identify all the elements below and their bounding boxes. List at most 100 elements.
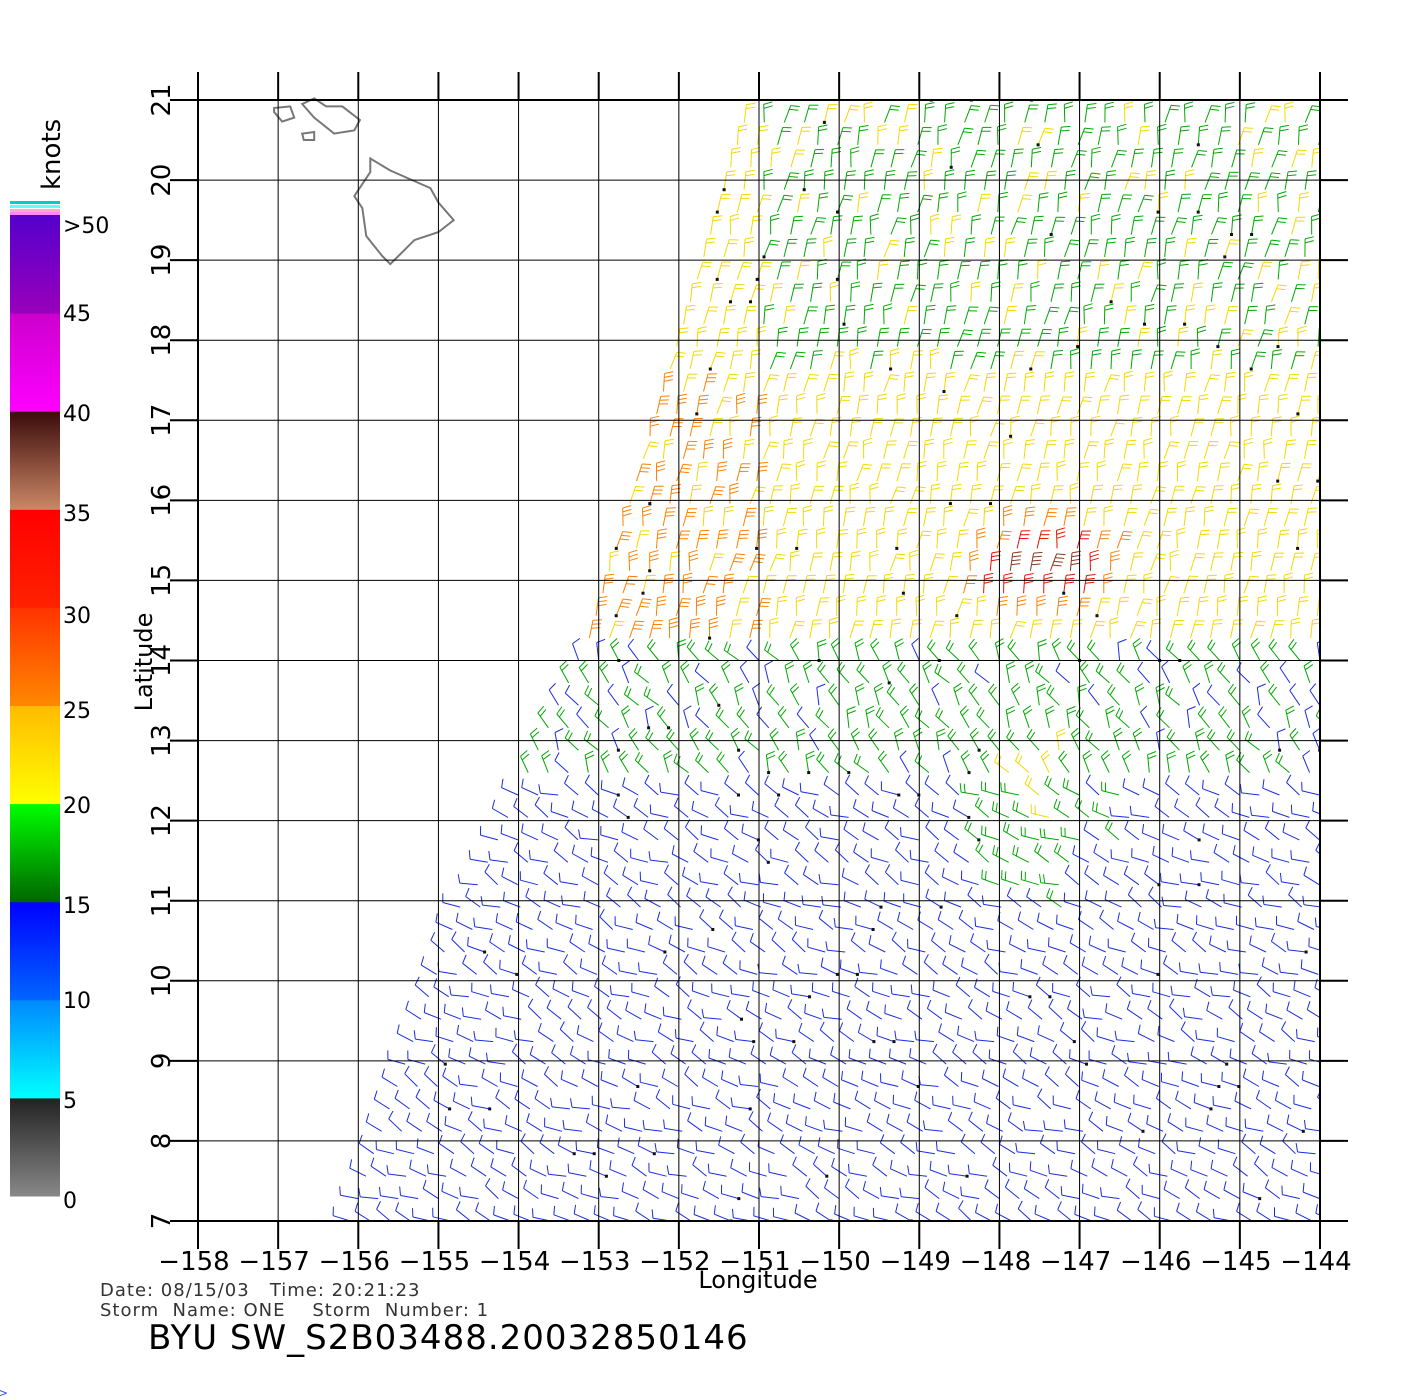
wind-barb	[960, 1133, 976, 1155]
wind-barb	[1345, 173, 1360, 190]
wind-barb	[379, 1186, 399, 1200]
wind-barb	[485, 1001, 502, 1020]
wind-barb	[1244, 238, 1258, 258]
wind-barb	[1142, 778, 1160, 796]
wind-barb	[853, 1206, 872, 1221]
wind-barb	[769, 351, 786, 370]
wind-barb	[936, 327, 950, 347]
wind-barb	[1023, 371, 1035, 392]
wind-barb	[1016, 395, 1031, 415]
wind-barb	[950, 214, 962, 235]
wind-barb	[539, 1134, 555, 1155]
wind-barb	[1083, 821, 1100, 841]
wind-barb	[682, 440, 698, 459]
wind-barb	[521, 823, 539, 841]
wind-barb	[669, 418, 684, 437]
wind-barb	[1089, 549, 1099, 571]
wind-barb	[1089, 620, 1106, 639]
wind-barb	[1003, 437, 1013, 459]
wind-barb	[580, 1184, 599, 1200]
wind-barb	[621, 1182, 639, 1200]
wind-barb	[627, 1049, 646, 1065]
wind-barb	[1183, 821, 1201, 842]
wind-barb	[648, 550, 659, 573]
wind-barb	[866, 1113, 883, 1132]
wind-barb	[976, 706, 990, 729]
wind-barb	[485, 1177, 499, 1199]
wind-barb	[990, 351, 1006, 370]
wind-barb	[863, 236, 875, 257]
wind-barb	[1036, 127, 1054, 147]
wind-barb	[776, 463, 792, 482]
wind-barb	[803, 306, 818, 325]
wind-barb	[1050, 415, 1061, 437]
wind-barb	[1259, 60, 1274, 77]
wind-barb	[882, 572, 894, 594]
wind-barb	[1243, 821, 1260, 841]
wind-barb	[943, 305, 957, 325]
wind-barb	[748, 1162, 767, 1177]
wind-barb	[1044, 1066, 1059, 1087]
wind-barb	[1239, 873, 1260, 886]
wind-barb	[649, 415, 660, 437]
wind-barb	[1196, 596, 1209, 616]
wind-barb	[1191, 100, 1193, 101]
wind-barb	[774, 797, 789, 818]
wind-barb	[696, 261, 712, 280]
wind-barb	[876, 527, 886, 549]
wind-barb	[769, 617, 779, 639]
wind-barb	[1249, 935, 1267, 953]
wind-barb	[1187, 639, 1201, 661]
wind-barb	[478, 1134, 495, 1155]
wind-barb	[795, 594, 806, 616]
wind-barb	[405, 1000, 422, 1020]
wind-barb	[924, 1179, 940, 1199]
wind-barb	[1284, 1066, 1300, 1087]
wind-barb	[957, 1025, 975, 1043]
wind-barb	[370, 1157, 387, 1177]
wind-barb	[1276, 594, 1287, 616]
wind-barb	[791, 1044, 807, 1065]
wind-barb	[707, 1163, 727, 1177]
wind-barb	[721, 660, 731, 684]
wind-barb	[1339, 128, 1354, 145]
wind-barb	[1169, 998, 1183, 1020]
wind-barb	[1324, 371, 1333, 392]
wind-barb	[740, 1133, 755, 1155]
wind-barb	[555, 913, 573, 930]
lat-lon-grid	[170, 72, 1348, 1249]
wind-barb	[977, 260, 991, 280]
wind-barb	[575, 914, 593, 930]
wind-barb	[850, 281, 861, 302]
wind-barb	[1102, 1069, 1119, 1087]
wind-barb	[594, 977, 610, 998]
wind-barb	[594, 707, 609, 729]
wind-barb	[676, 1138, 695, 1155]
wind-barb	[1029, 551, 1043, 571]
wind-barb	[743, 102, 756, 123]
wind-barb	[952, 1095, 971, 1110]
wind-barb	[783, 305, 796, 325]
wind-barb	[986, 1114, 1004, 1132]
wind-barb	[949, 551, 963, 571]
wind-barb	[495, 1027, 514, 1043]
wind-barb	[964, 105, 981, 123]
wind-barb	[875, 707, 890, 729]
wind-barb	[1250, 415, 1261, 437]
wind-barb	[1331, 419, 1346, 436]
wind-barb	[1271, 100, 1273, 101]
wind-barb	[687, 1112, 703, 1132]
wind-barb	[1325, 892, 1342, 908]
wind-barb	[609, 985, 630, 998]
wind-barb	[909, 549, 919, 571]
wind-barb	[585, 1113, 603, 1132]
wind-barb	[705, 888, 721, 908]
wind-barb	[825, 941, 846, 953]
wind-barb	[576, 706, 589, 729]
wind-barb	[1144, 865, 1161, 887]
wind-barb	[767, 1112, 783, 1132]
wind-barb	[1023, 238, 1038, 258]
wind-barb	[984, 953, 999, 975]
wind-barb	[1271, 802, 1290, 818]
